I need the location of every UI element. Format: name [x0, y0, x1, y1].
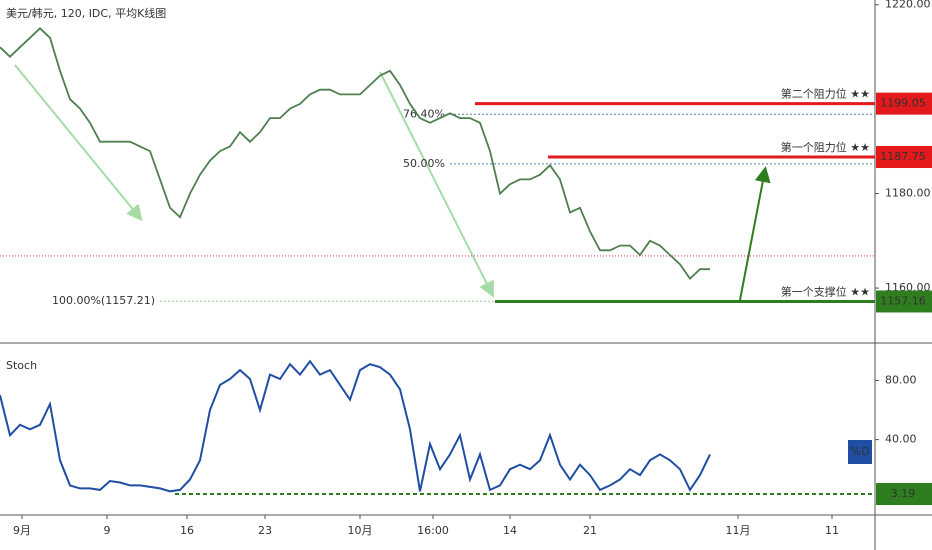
series-box [848, 440, 872, 464]
level-value: 1199.05 [880, 97, 926, 110]
level-label: 第一个阻力位 ★★ [781, 140, 870, 154]
level-box [876, 483, 932, 506]
line [0, 27, 710, 280]
x-tick-label: 11月 [726, 524, 751, 537]
x-tick-label: 9 [104, 524, 111, 537]
y-tick-label: 1180.00 [885, 187, 931, 200]
level-label: 第二个阻力位 ★★ [781, 87, 870, 101]
level-value: 1157.16 [880, 294, 926, 307]
arrow [379, 71, 494, 298]
arrow [14, 64, 143, 222]
y-tick-label: 1220.00 [885, 0, 931, 11]
level-label: 第一个支撑位 ★★ [781, 284, 870, 298]
x-tick-label: 9月 [13, 524, 31, 537]
x-tick-label: 10月 [348, 524, 373, 537]
line [0, 359, 711, 493]
indicator-title: Stoch [6, 359, 37, 372]
marks: 1220.001180.001160.0076.40%50.00%100.00%… [0, 0, 932, 537]
level-value: 3.19 [891, 487, 916, 500]
y-tick-label: 40.00 [885, 433, 917, 446]
fib-label: 100.00%(1157.21) [52, 294, 155, 307]
x-tick-label: 23 [258, 524, 272, 537]
fib-label: 76.40% [403, 107, 445, 120]
fib-label: 50.00% [403, 157, 445, 170]
level-box [876, 290, 932, 313]
level-box [876, 146, 932, 169]
chart-title: 美元/韩元, 120, IDC, 平均K线图 [6, 6, 166, 20]
series-label: %D [851, 445, 870, 458]
x-tick-label: 21 [583, 524, 597, 537]
x-tick-label: 14 [503, 524, 517, 537]
x-tick-label: 11 [825, 524, 839, 537]
level-box [876, 92, 932, 115]
arrow [739, 166, 771, 301]
y-tick-label: 80.00 [885, 373, 917, 386]
x-tick-label: 16 [180, 524, 194, 537]
x-tick-label: 16:00 [417, 524, 449, 537]
level-value: 1187.75 [880, 150, 926, 163]
